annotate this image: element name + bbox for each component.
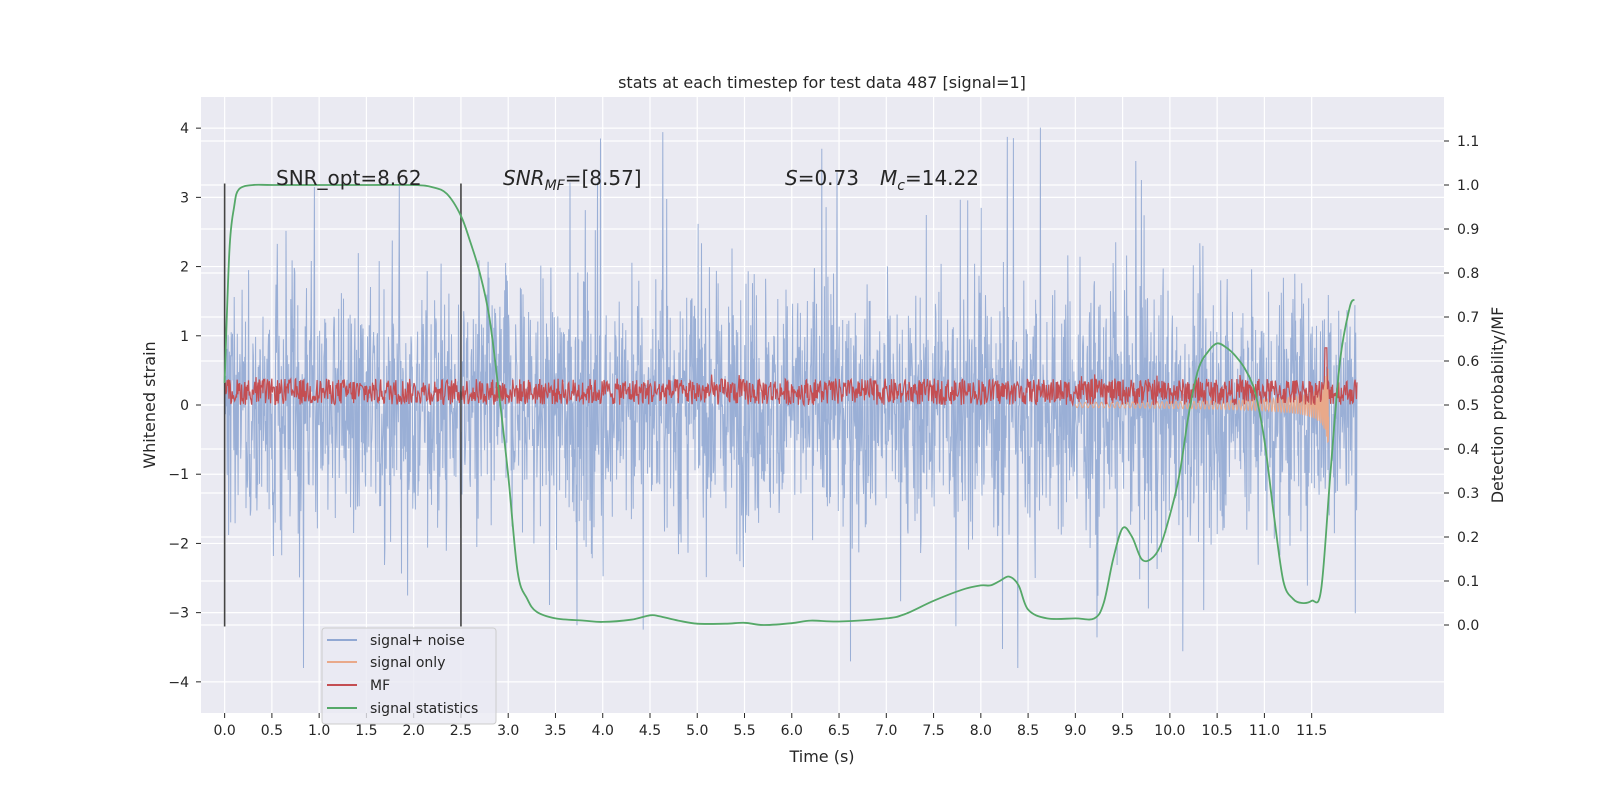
signal-noise-series xyxy=(224,127,1358,669)
y2-tick-label-11: 0.0 xyxy=(1457,618,1479,634)
legend-label-signal-noise: signal+ noise xyxy=(370,633,465,649)
x-tick-label-1: 0.5 xyxy=(261,723,283,739)
annotation-snr-mf-symbol: SNR xyxy=(503,166,545,190)
x-tick-label-4: 2.0 xyxy=(403,723,425,739)
annotation-snr-mf: SNRMF=[8.57] xyxy=(503,166,642,194)
x-tick-label-22: 11.0 xyxy=(1249,723,1280,739)
signal-only-line xyxy=(1074,368,1330,443)
y-axis-ticks: 4 3 2 1 0 −1 −2 −3 −4 xyxy=(168,121,201,691)
x-tick-label-11: 5.5 xyxy=(733,723,755,739)
signal-statistics-line xyxy=(223,183,1355,626)
x-tick-label-7: 3.5 xyxy=(544,723,566,739)
x-axis-label: Time (s) xyxy=(788,747,854,766)
y-tick-label-0: 4 xyxy=(180,121,189,137)
y2-tick-label-8: 0.3 xyxy=(1457,486,1479,502)
annotation-mc-value: =14.22 xyxy=(905,166,979,190)
y-tick-label-1: 3 xyxy=(180,190,189,206)
x-tick-label-13: 6.5 xyxy=(828,723,850,739)
y2-axis-label: Detection probability/MF xyxy=(1488,307,1507,504)
legend-label-signal-only: signal only xyxy=(370,655,445,671)
signal-statistics-series xyxy=(223,183,1355,626)
y-tick-label-3: 1 xyxy=(180,329,189,345)
y2-tick-label-0: 1.1 xyxy=(1457,134,1479,150)
vertical-markers xyxy=(223,183,462,627)
annotation-snr-mf-subscript: MF xyxy=(545,178,566,194)
x-tick-label-18: 9.0 xyxy=(1064,723,1086,739)
y2-tick-label-9: 0.2 xyxy=(1457,530,1479,546)
x-tick-label-21: 10.5 xyxy=(1202,723,1233,739)
legend-label-mf: MF xyxy=(370,678,390,694)
x-tick-label-5: 2.5 xyxy=(450,723,472,739)
x-tick-label-17: 8.5 xyxy=(1017,723,1039,739)
x-tick-label-0: 0.0 xyxy=(213,723,235,739)
x-tick-label-2: 1.0 xyxy=(308,723,330,739)
x-tick-label-19: 9.5 xyxy=(1111,723,1133,739)
y2-axis-ticks: 1.1 1.0 0.9 0.8 0.7 0.6 0.5 0.4 0.3 0.2 0.1 0.0 xyxy=(1444,134,1479,634)
x-tick-label-6: 3.0 xyxy=(497,723,519,739)
y-tick-label-7: −3 xyxy=(168,606,189,622)
y2-tick-label-4: 0.7 xyxy=(1457,310,1479,326)
x-tick-label-16: 8.0 xyxy=(970,723,992,739)
annotation-mc-symbol: M xyxy=(880,166,897,190)
y2-tick-label-3: 0.8 xyxy=(1457,266,1479,282)
y2-tick-label-7: 0.4 xyxy=(1457,442,1479,458)
legend-box xyxy=(321,627,497,725)
y-tick-label-8: −4 xyxy=(168,675,189,691)
annotation-snr-mf-value: =[8.57] xyxy=(565,166,642,190)
y2-tick-label-5: 0.6 xyxy=(1457,354,1479,370)
x-tick-label-14: 7.0 xyxy=(875,723,897,739)
x-tick-label-12: 6.0 xyxy=(781,723,803,739)
y2-tick-label-2: 0.9 xyxy=(1457,222,1479,238)
chart-title: stats at each timestep for test data 487… xyxy=(618,73,1026,92)
x-tick-label-15: 7.5 xyxy=(922,723,944,739)
legend: signal+ noise signal only MF signal stat… xyxy=(321,627,497,725)
x-tick-label-20: 10.0 xyxy=(1154,723,1185,739)
y-axis-label: Whitened strain xyxy=(140,341,159,468)
x-tick-label-23: 11.5 xyxy=(1296,723,1327,739)
signal-noise-line xyxy=(224,127,1358,669)
annotation-s-value: =0.73 xyxy=(798,166,859,190)
annotation-snr-opt: SNR_opt=8.62 xyxy=(276,166,422,190)
signal-only-series xyxy=(1074,368,1330,443)
annotation-s: S=0.73 xyxy=(785,166,859,190)
y2-tick-label-1: 1.0 xyxy=(1457,178,1479,194)
annotation-mc: Mc=14.22 xyxy=(880,166,979,194)
mf-line xyxy=(224,347,1358,407)
y-tick-label-6: −2 xyxy=(168,536,189,552)
annotation-s-symbol: S xyxy=(785,166,798,190)
y-tick-label-2: 2 xyxy=(180,260,189,276)
annotation-mc-subscript: c xyxy=(897,178,905,194)
x-axis-ticks: 0.0 0.5 1.0 1.5 2.0 2.5 3.0 3.5 4.0 4.5 5.0 5.5 6.0 6… xyxy=(213,713,1327,739)
x-tick-label-10: 5.0 xyxy=(686,723,708,739)
mf-series xyxy=(224,347,1358,407)
y-tick-label-5: −1 xyxy=(168,467,189,483)
x-tick-label-3: 1.5 xyxy=(355,723,377,739)
x-tick-label-8: 4.0 xyxy=(592,723,614,739)
y-tick-label-4: 0 xyxy=(180,398,189,414)
x-tick-label-9: 4.5 xyxy=(639,723,661,739)
legend-label-signal-statistics: signal statistics xyxy=(370,701,478,717)
y2-tick-label-6: 0.5 xyxy=(1457,398,1479,414)
y2-tick-label-10: 0.1 xyxy=(1457,574,1479,590)
